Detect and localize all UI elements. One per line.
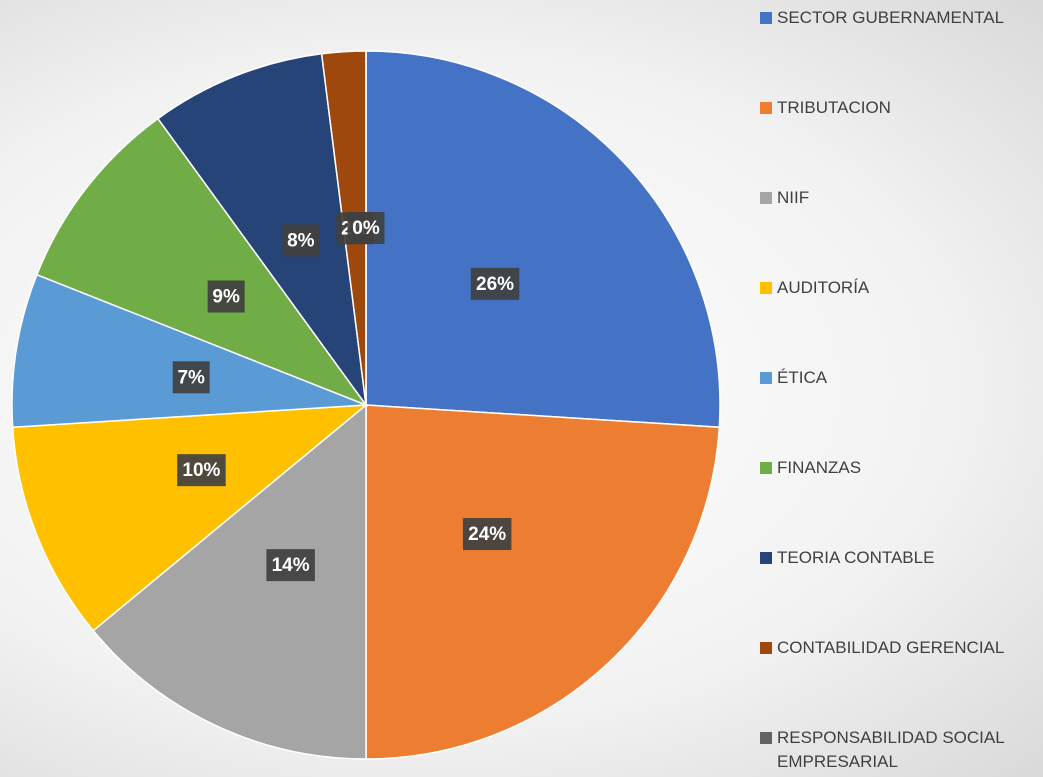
data-label: 26% [470,267,520,300]
legend-label: NIIF [777,188,810,207]
data-label-box [347,212,385,244]
pie-slice [156,52,367,406]
legend-item: CONTABILIDAD GERENCIAL [760,636,1043,660]
legend-label: SECTOR GUBERNAMENTAL [777,8,1005,27]
pie-slice [92,403,367,760]
data-label: 14% [266,549,315,582]
data-label-box [282,224,320,257]
data-label-text: 7% [177,367,205,388]
data-label: 9% [207,280,245,313]
pie-slice [11,273,367,429]
legend-item: TRIBUTACION [760,96,1043,120]
data-label-text: 24% [468,524,506,545]
legend-item: FINANZAS [760,456,1043,480]
legend-item: RESPONSABILIDAD SOCIAL EMPRESARIAL [760,726,1043,774]
legend-label: CONTABILIDAD GERENCIAL [777,638,1005,657]
data-label-box [462,518,512,551]
legend-swatch [760,12,772,24]
legend-label: TEORIA CONTABLE [777,548,935,567]
legend-item: ÉTICA [760,366,1043,390]
data-label-box [266,549,315,582]
data-label: 8% [282,224,320,257]
legend-swatch [760,732,772,744]
legend-item: AUDITORÍA [760,276,1043,300]
legend-swatch [760,552,772,564]
data-label-box [172,361,210,394]
legend-item: NIIF [760,186,1043,210]
data-label-text: 26% [476,274,514,295]
legend-label: AUDITORÍA [777,278,870,297]
legend-label: FINANZAS [777,458,862,477]
pie-slice [365,50,721,429]
legend-label: ÉTICA [777,368,828,387]
data-label: 7% [172,361,210,394]
pie-slice [11,404,369,632]
data-label-text: 10% [182,460,220,481]
data-label: 0% [347,212,385,244]
data-label-text: 14% [272,555,310,576]
legend-item: SECTOR GUBERNAMENTAL [760,6,1043,30]
data-label-box [177,454,226,487]
data-label: 24% [462,518,512,551]
pie-slice [35,117,369,407]
legend-swatch [760,372,772,384]
legend-item: TEORIA CONTABLE [760,546,1043,570]
chart: 26%24%14%10%7%9%8%2%0% [11,50,721,760]
legend-swatch [760,282,772,294]
legend-label: RESPONSABILIDAD SOCIAL EMPRESARIAL [777,728,1005,771]
legend-swatch [760,642,772,654]
data-label-text: 8% [287,230,315,251]
legend-swatch [760,462,772,474]
data-label-box [207,280,245,313]
legend-swatch [760,192,772,204]
legend-swatch [760,102,772,114]
pie-slice [365,404,721,760]
legend-label: TRIBUTACION [777,98,891,117]
data-label-box [470,267,520,300]
data-label: 10% [177,454,226,487]
data-label-text: 9% [212,287,240,308]
data-label-text: 0% [352,218,380,239]
